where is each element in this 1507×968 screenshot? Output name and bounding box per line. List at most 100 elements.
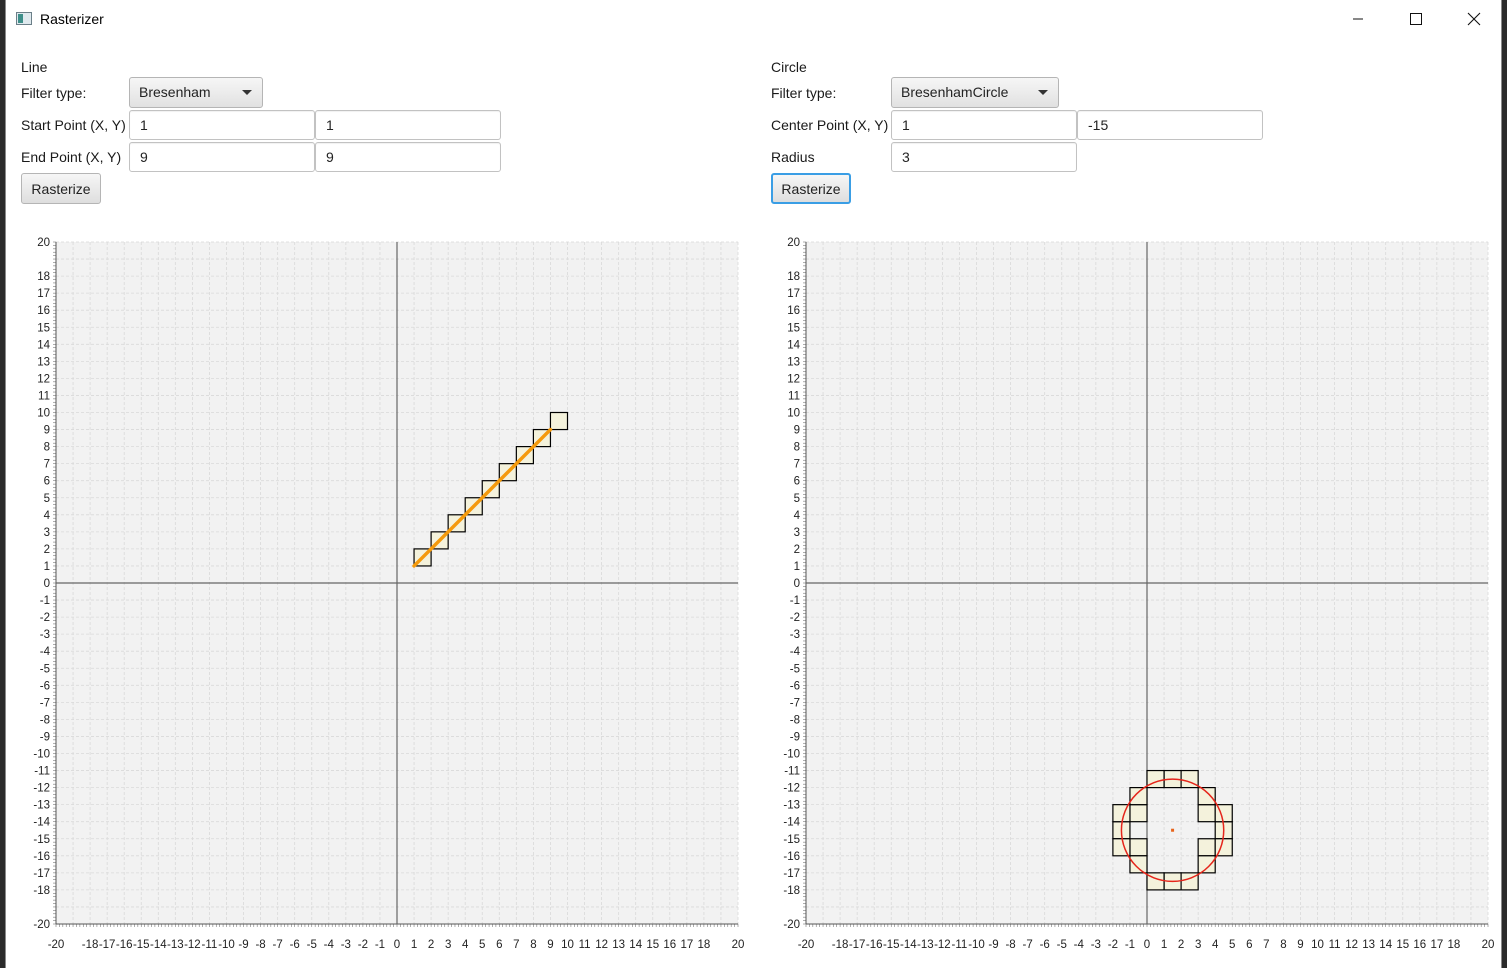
y-tick-label: 3 [44, 527, 50, 539]
reference-line [412, 427, 553, 568]
x-tick-label: 0 [394, 939, 400, 951]
raster-pixel [1197, 838, 1216, 857]
x-tick-label: -5 [307, 939, 317, 951]
x-tick-label: -13 [167, 939, 184, 951]
y-tick-label: -1 [40, 595, 50, 607]
raster-pixel [1129, 855, 1148, 874]
y-tick-label: -17 [33, 868, 50, 880]
x-tick-label: 8 [530, 939, 536, 951]
raster-pixel [1129, 838, 1148, 857]
center-point-label: Center Point (X, Y) [771, 117, 889, 133]
y-tick-label: -1 [790, 595, 800, 607]
y-tick-label: 6 [44, 476, 50, 488]
title-bar[interactable]: Rasterizer [6, 0, 1501, 38]
circle-filter-value: BresenhamCircle [901, 84, 1009, 100]
x-tick-label: -12 [184, 939, 201, 951]
y-tick-label: 20 [787, 237, 800, 249]
x-tick-label: 20 [732, 939, 745, 951]
x-tick-label: -9 [988, 939, 998, 951]
y-tick-label: 2 [794, 544, 800, 556]
line-rasterize-button[interactable]: Rasterize [21, 173, 101, 204]
end-x-input[interactable] [129, 142, 315, 172]
line-filter-dropdown[interactable]: Bresenham [129, 77, 263, 108]
y-tick-label: -12 [783, 783, 800, 795]
x-tick-label: -2 [358, 939, 368, 951]
start-x-input[interactable] [129, 110, 315, 140]
circle-raster-chart[interactable]: -20 -18 -17 -16 -15 -14 -13 -12 -11 -10 -9 -8 -7 -6 -5… [764, 230, 1494, 960]
y-tick-label: 10 [37, 408, 50, 420]
y-tick-label: 9 [44, 425, 50, 437]
y-tick-label: -7 [790, 697, 800, 709]
x-tick-label: 16 [1413, 939, 1426, 951]
y-tick-label: 17 [37, 288, 50, 300]
x-tick-label: 15 [1396, 939, 1409, 951]
line-filter-label: Filter type: [21, 85, 87, 101]
x-tick-label: -7 [1023, 939, 1033, 951]
x-tick-label: -4 [324, 939, 335, 951]
x-tick-label: -7 [273, 939, 283, 951]
radius-input[interactable] [891, 142, 1077, 172]
y-tick-label: 10 [787, 408, 800, 420]
x-tick-label: -20 [48, 939, 65, 951]
y-tick-label: 15 [787, 322, 800, 334]
y-tick-label: 7 [794, 459, 800, 471]
y-tick-label: 13 [787, 356, 800, 368]
x-tick-label: -16 [116, 939, 133, 951]
y-tick-label: 17 [787, 288, 800, 300]
x-tick-label: 8 [1280, 939, 1286, 951]
x-tick-label: 5 [1229, 939, 1235, 951]
circle-filter-dropdown[interactable]: BresenhamCircle [891, 77, 1059, 108]
x-tick-label: -14 [150, 939, 167, 951]
chevron-down-icon [242, 90, 252, 95]
line-raster-chart[interactable]: -20 -18 -17 -16 -15 -14 -13 -12 -11 -10 -9 -8 -7 -6 -5… [14, 230, 744, 960]
x-tick-label: 2 [1178, 939, 1184, 951]
raster-pixel [1129, 786, 1148, 806]
x-tick-label: -6 [1040, 939, 1050, 951]
x-tick-label: 4 [462, 939, 469, 951]
x-tick-label: 1 [411, 939, 417, 951]
x-tick-label: -9 [238, 939, 248, 951]
x-tick-label: 15 [646, 939, 659, 951]
y-tick-label: -16 [33, 851, 50, 863]
y-tick-label: -18 [783, 885, 800, 897]
x-tick-label: -10 [218, 939, 235, 951]
y-tick-label: 9 [794, 425, 800, 437]
start-y-input[interactable] [315, 110, 501, 140]
y-tick-label: -16 [783, 851, 800, 863]
x-tick-label: 0 [1144, 939, 1150, 951]
x-tick-label: 9 [1297, 939, 1303, 951]
reference-circle [1120, 778, 1225, 883]
maximize-button[interactable] [1387, 0, 1445, 38]
x-tick-label: 4 [1212, 939, 1219, 951]
x-tick-label: -1 [375, 939, 385, 951]
y-tick-label: -2 [40, 612, 50, 624]
circle-rasterize-button[interactable]: Rasterize [771, 173, 851, 204]
y-tick-label: -7 [40, 697, 50, 709]
close-button[interactable] [1445, 0, 1501, 38]
center-y-input[interactable] [1077, 110, 1263, 140]
y-tick-label: -2 [790, 612, 800, 624]
x-tick-label: 5 [479, 939, 485, 951]
end-y-input[interactable] [315, 142, 501, 172]
y-tick-label: 12 [787, 373, 800, 385]
x-tick-label: 6 [1246, 939, 1252, 951]
x-tick-label: -13 [917, 939, 934, 951]
minimize-button[interactable] [1329, 0, 1387, 38]
end-point-label: End Point (X, Y) [21, 149, 122, 165]
y-tick-label: -9 [790, 731, 800, 743]
circle-center-point [1171, 828, 1175, 832]
start-point-label: Start Point (X, Y) [21, 117, 126, 133]
x-tick-label: -11 [952, 939, 968, 951]
center-x-input[interactable] [891, 110, 1077, 140]
x-tick-label: 2 [428, 939, 434, 951]
y-tick-label: 18 [787, 271, 800, 283]
y-tick-label: 2 [44, 544, 50, 556]
y-tick-label: -11 [784, 766, 800, 778]
x-tick-label: 10 [561, 939, 574, 951]
y-tick-label: 8 [44, 442, 50, 454]
x-tick-label: 12 [595, 939, 608, 951]
y-tick-label: -15 [33, 834, 50, 846]
y-tick-label: -14 [783, 817, 800, 829]
y-tick-label: -13 [783, 800, 800, 812]
y-tick-label: 1 [44, 561, 50, 573]
